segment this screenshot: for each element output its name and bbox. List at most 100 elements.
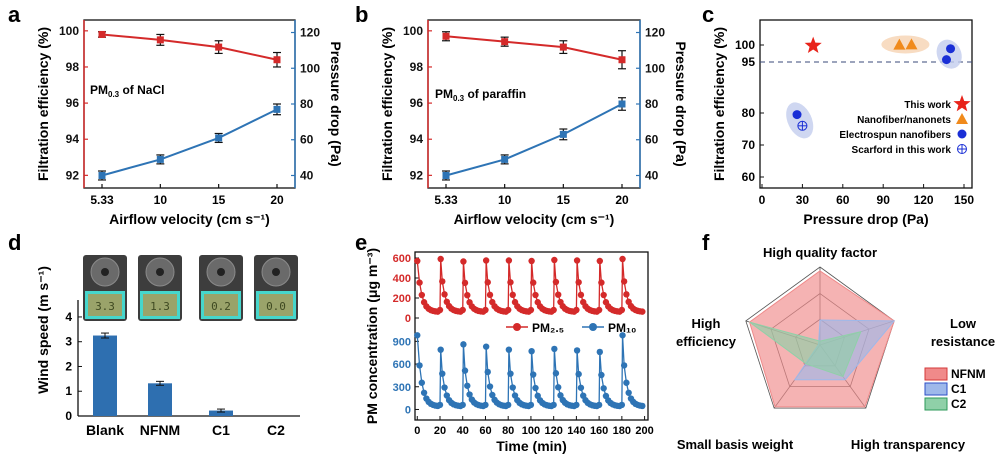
data-point (551, 345, 558, 353)
radar-axis-label: Low (950, 316, 977, 331)
data-point (442, 171, 450, 179)
data-point (509, 384, 516, 391)
anemometer-photo: 3.3 (83, 255, 127, 321)
data-point (482, 401, 489, 409)
x-tick-label: 80 (502, 425, 514, 437)
x-tick-label: 100 (522, 425, 540, 437)
legend-label: Electrospun nanofibers (839, 130, 951, 141)
data-point (484, 368, 491, 376)
x-axis-label: Airflow velocity (cm s⁻¹) (454, 211, 615, 227)
y-tick-label-right: 60 (300, 133, 314, 147)
data-point (439, 370, 446, 377)
data-point (527, 401, 535, 409)
legend-marker (957, 129, 967, 139)
legend-label: C2 (951, 397, 967, 411)
x-tick-label: 5.33 (90, 193, 114, 207)
fan-hub (217, 268, 225, 276)
panel-letter-f: f (702, 230, 710, 255)
lcd-screen (204, 294, 238, 316)
data-point (464, 291, 471, 299)
data-point (577, 291, 585, 299)
legend-label: PM₂.₅ (532, 321, 564, 335)
bar (209, 410, 233, 416)
radar-axis-label: High (692, 316, 721, 331)
x-tick-label: 0 (414, 425, 420, 437)
x-tick-label: 120 (914, 193, 934, 207)
y-tick-label-right: 60 (645, 133, 659, 147)
data-point (596, 348, 604, 356)
data-point (501, 155, 509, 163)
legend-label: NFNM (951, 367, 986, 381)
data-point (552, 278, 560, 286)
y-axis-label-left: Filtration efficiency (%) (379, 27, 395, 181)
lcd-reading: 0.0 (266, 300, 286, 313)
plot-frame-c (759, 19, 973, 189)
data-point (273, 105, 281, 113)
data-point (418, 291, 426, 299)
scatter-point (905, 38, 918, 50)
y-tick-label: 4 (65, 310, 72, 324)
data-point (530, 279, 537, 286)
data-point (505, 401, 512, 409)
series-line-right (445, 103, 623, 177)
series-line-left (445, 35, 623, 61)
radar-axis-label: Small basis weight (677, 437, 794, 452)
y-tick-label-right: 120 (300, 26, 320, 40)
data-point (437, 255, 444, 263)
x-tick-label: 20 (615, 193, 629, 207)
data-point (532, 291, 539, 299)
data-point (598, 371, 605, 379)
data-point (215, 43, 223, 51)
data-point (507, 279, 514, 286)
y-axis-label: Wind speed (m s⁻¹) (35, 266, 51, 394)
x-tick-label: 60 (836, 193, 850, 207)
data-point (482, 343, 490, 350)
panel-b-annotation: PM0.3 of paraffin (435, 87, 526, 103)
x-tick-label: C1 (212, 422, 230, 438)
data-point (618, 56, 626, 64)
y-tick-label-left: 94 (66, 132, 80, 146)
fan-hub (156, 268, 164, 276)
data-point (273, 56, 281, 64)
data-point (595, 401, 603, 409)
data-point (550, 306, 557, 314)
data-point (418, 379, 426, 386)
data-point (551, 256, 558, 264)
radar-area (749, 321, 862, 378)
data-point (573, 306, 580, 314)
panel-letter-d: d (8, 230, 21, 255)
data-point (555, 291, 562, 298)
x-tick-label: 10 (498, 193, 512, 207)
data-point (461, 367, 469, 374)
data-point (486, 383, 494, 390)
data-point (215, 134, 223, 142)
data-point (436, 401, 444, 409)
y-axis-label-left: Filtration efficiency (%) (35, 27, 51, 181)
data-point (573, 347, 581, 354)
y-tick-label-top: 600 (393, 253, 411, 265)
lcd-screen (143, 294, 177, 316)
data-point (619, 255, 626, 263)
data-point (573, 257, 581, 264)
x-tick-label: 160 (590, 425, 608, 437)
y-tick-label: 1 (65, 384, 72, 398)
y-tick-label: 70 (742, 138, 756, 152)
data-point (618, 100, 626, 108)
y-tick-label-top: 400 (393, 273, 411, 285)
bar (93, 335, 117, 416)
data-point (555, 384, 562, 391)
data-point (575, 279, 582, 286)
data-point (505, 346, 513, 353)
data-point (439, 278, 446, 285)
fan-hub (101, 268, 109, 276)
x-tick-label: 15 (557, 193, 571, 207)
data-point (156, 36, 164, 44)
y-tick-label: 60 (742, 170, 756, 184)
y-tick-label: 2 (65, 359, 72, 373)
lcd-reading: 0.2 (211, 300, 231, 313)
anemometer-photo: 1.3 (138, 255, 182, 321)
data-point (436, 306, 444, 314)
highlight-ellipse (786, 102, 814, 139)
legend-label: Scarford in this work (852, 145, 952, 156)
